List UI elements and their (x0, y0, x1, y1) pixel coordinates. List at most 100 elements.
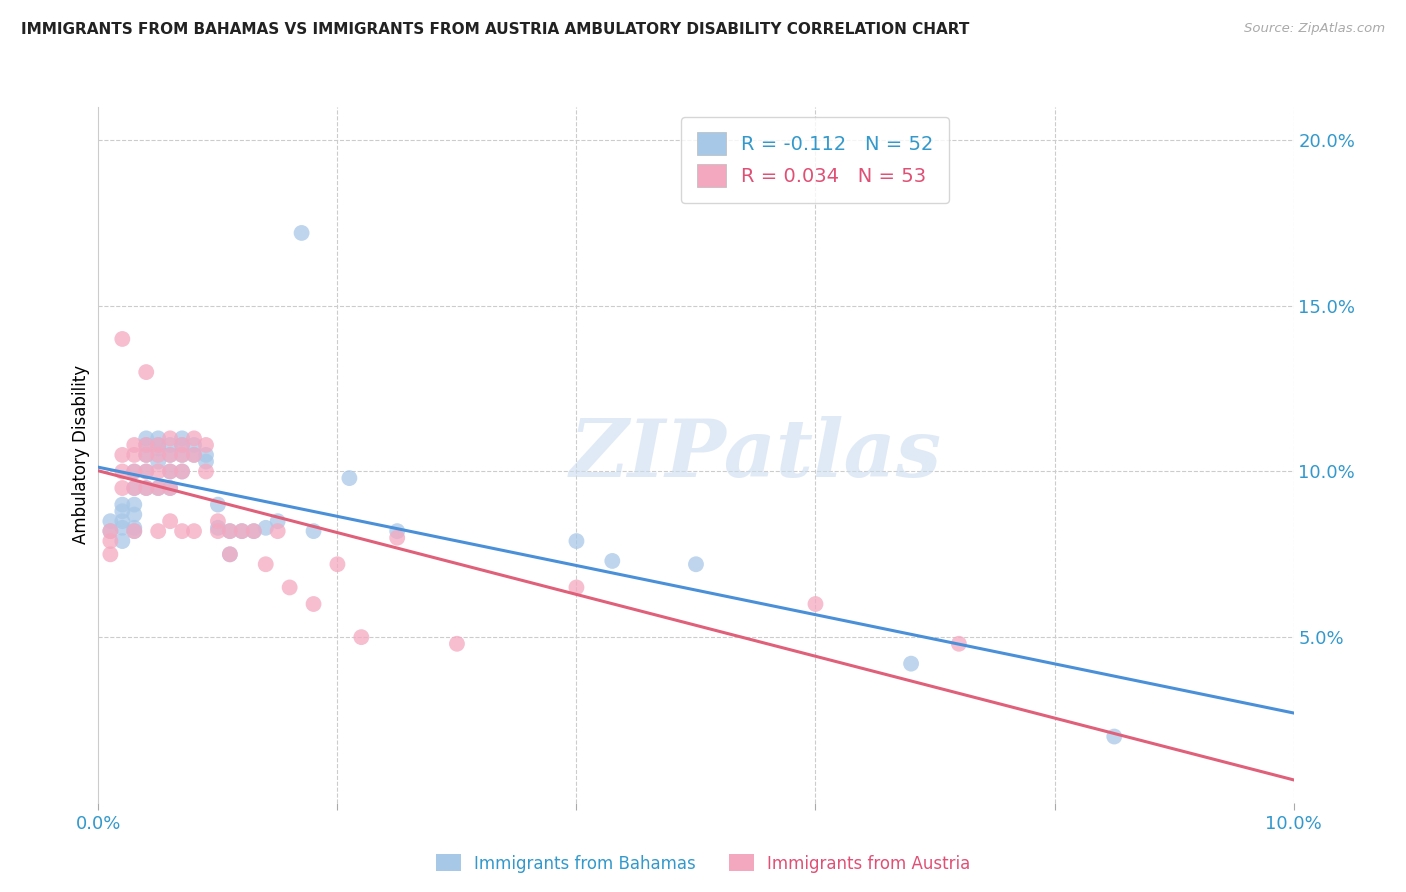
Point (172, 431, 194, 445)
Point (100, 524, 122, 538)
Point (195, 438, 218, 452)
Point (207, 524, 229, 538)
Point (172, 465, 194, 479)
Point (385, 524, 409, 538)
Point (231, 524, 253, 538)
Text: Source: ZipAtlas.com: Source: ZipAtlas.com (1244, 22, 1385, 36)
Point (195, 454, 218, 468)
Point (148, 431, 170, 445)
Point (100, 524, 122, 538)
Point (148, 481, 170, 495)
Point (207, 514, 229, 528)
Point (124, 438, 146, 452)
Point (385, 531, 409, 545)
Point (159, 448, 181, 462)
Text: IMMIGRANTS FROM BAHAMAS VS IMMIGRANTS FROM AUSTRIA AMBULATORY DISABILITY CORRELA: IMMIGRANTS FROM BAHAMAS VS IMMIGRANTS FR… (21, 22, 970, 37)
Point (602, 554, 624, 568)
Point (148, 438, 170, 452)
Legend: R = -0.112   N = 52, R = 0.034   N = 53: R = -0.112 N = 52, R = 0.034 N = 53 (681, 117, 949, 202)
Point (124, 481, 146, 495)
Point (135, 481, 157, 495)
Point (124, 508, 146, 522)
Point (172, 438, 194, 452)
Point (900, 657, 922, 671)
Point (111, 498, 134, 512)
Point (183, 448, 205, 462)
Point (148, 465, 170, 479)
Point (219, 547, 242, 561)
Point (135, 448, 157, 462)
Point (172, 438, 194, 452)
Point (159, 481, 181, 495)
Point (124, 521, 146, 535)
Point (207, 521, 229, 535)
Point (135, 438, 157, 452)
Point (135, 481, 157, 495)
Point (100, 514, 122, 528)
Point (172, 465, 194, 479)
Point (195, 448, 218, 462)
Point (148, 438, 170, 452)
Point (124, 481, 146, 495)
Point (124, 448, 146, 462)
Point (565, 534, 588, 549)
Point (135, 448, 157, 462)
Point (111, 332, 134, 346)
Point (243, 524, 266, 538)
Point (446, 637, 468, 651)
Text: ZIPatlas: ZIPatlas (569, 417, 942, 493)
Point (183, 524, 205, 538)
Point (219, 524, 242, 538)
Point (254, 558, 277, 572)
Point (195, 465, 218, 479)
Point (111, 514, 134, 528)
Point (135, 465, 157, 479)
Point (291, 226, 314, 240)
Point (135, 438, 157, 452)
Point (219, 524, 242, 538)
Point (302, 597, 325, 611)
Legend: Immigrants from Bahamas, Immigrants from Austria: Immigrants from Bahamas, Immigrants from… (429, 847, 977, 880)
Point (326, 558, 349, 572)
Point (135, 465, 157, 479)
Point (219, 547, 242, 561)
Point (135, 365, 157, 379)
Point (159, 481, 181, 495)
Point (159, 431, 181, 445)
Point (124, 524, 146, 538)
Point (183, 431, 205, 445)
Point (111, 465, 134, 479)
Point (148, 454, 170, 468)
Point (148, 524, 170, 538)
Point (148, 481, 170, 495)
Point (804, 597, 827, 611)
Point (339, 471, 360, 485)
Point (124, 465, 146, 479)
Point (111, 448, 134, 462)
Point (100, 534, 122, 549)
Point (685, 558, 707, 572)
Point (948, 637, 970, 651)
Point (148, 448, 170, 462)
Point (124, 498, 146, 512)
Point (159, 438, 181, 452)
Point (1104, 730, 1126, 744)
Point (243, 524, 266, 538)
Point (172, 448, 194, 462)
Point (124, 465, 146, 479)
Point (183, 448, 205, 462)
Point (302, 524, 325, 538)
Point (172, 524, 194, 538)
Point (111, 504, 134, 518)
Point (111, 521, 134, 535)
Point (207, 498, 229, 512)
Point (172, 448, 194, 462)
Point (111, 534, 134, 549)
Point (267, 514, 290, 528)
Point (111, 481, 134, 495)
Point (267, 524, 290, 538)
Y-axis label: Ambulatory Disability: Ambulatory Disability (72, 366, 90, 544)
Point (159, 448, 181, 462)
Point (124, 524, 146, 538)
Point (159, 514, 181, 528)
